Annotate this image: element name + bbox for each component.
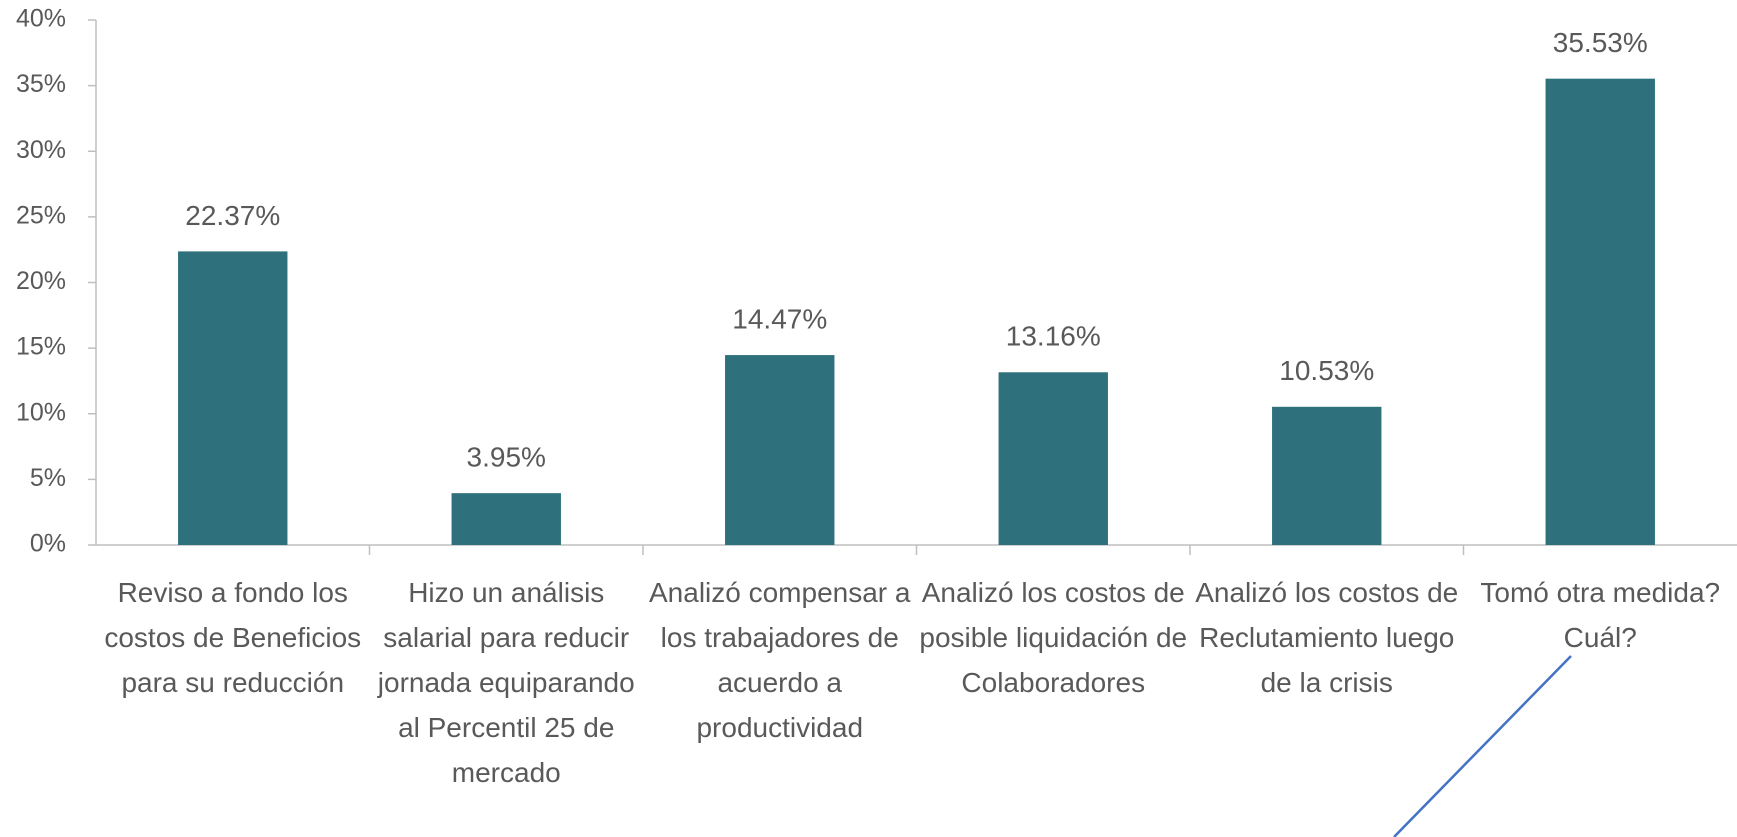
x-tick-label: Tomó otra medida? Cuál?: [1480, 577, 1720, 653]
y-tick-label: 20%: [16, 267, 66, 295]
y-tick-label: 5%: [30, 464, 66, 492]
bar: [1272, 406, 1382, 545]
x-tick-label: Hizo un análisis salarial para reducir jor…: [377, 577, 635, 788]
x-tick-label: Analizó compensar a los trabajadores de ac…: [649, 577, 911, 743]
x-tick-label: Analizó los costos de posible liquidación…: [919, 577, 1187, 698]
data-label: 3.95%: [467, 442, 546, 473]
y-tick-label: 30%: [16, 136, 66, 164]
data-label: 22.37%: [185, 200, 280, 231]
y-tick-label: 0%: [30, 530, 66, 558]
y-tick-label: 25%: [16, 201, 66, 229]
data-label: 13.16%: [1006, 321, 1101, 352]
bar: [451, 493, 561, 545]
bar: [725, 355, 835, 545]
x-tick-label: Reviso a fondo los costos de Beneficios pa…: [104, 577, 361, 698]
data-label: 14.47%: [732, 303, 827, 334]
bar: [178, 251, 288, 546]
y-tick-label: 15%: [16, 333, 66, 361]
bar: [998, 372, 1108, 545]
bar: [1545, 78, 1655, 545]
data-label: 10.53%: [1279, 355, 1374, 386]
y-tick-label: 10%: [16, 398, 66, 426]
y-tick-label: 40%: [16, 5, 66, 33]
data-label: 35.53%: [1553, 27, 1648, 58]
annotation-arrow: [1393, 655, 1572, 837]
x-tick-label: Analizó los costos de Reclutamiento luego…: [1195, 577, 1458, 698]
y-tick-label: 35%: [16, 70, 66, 98]
